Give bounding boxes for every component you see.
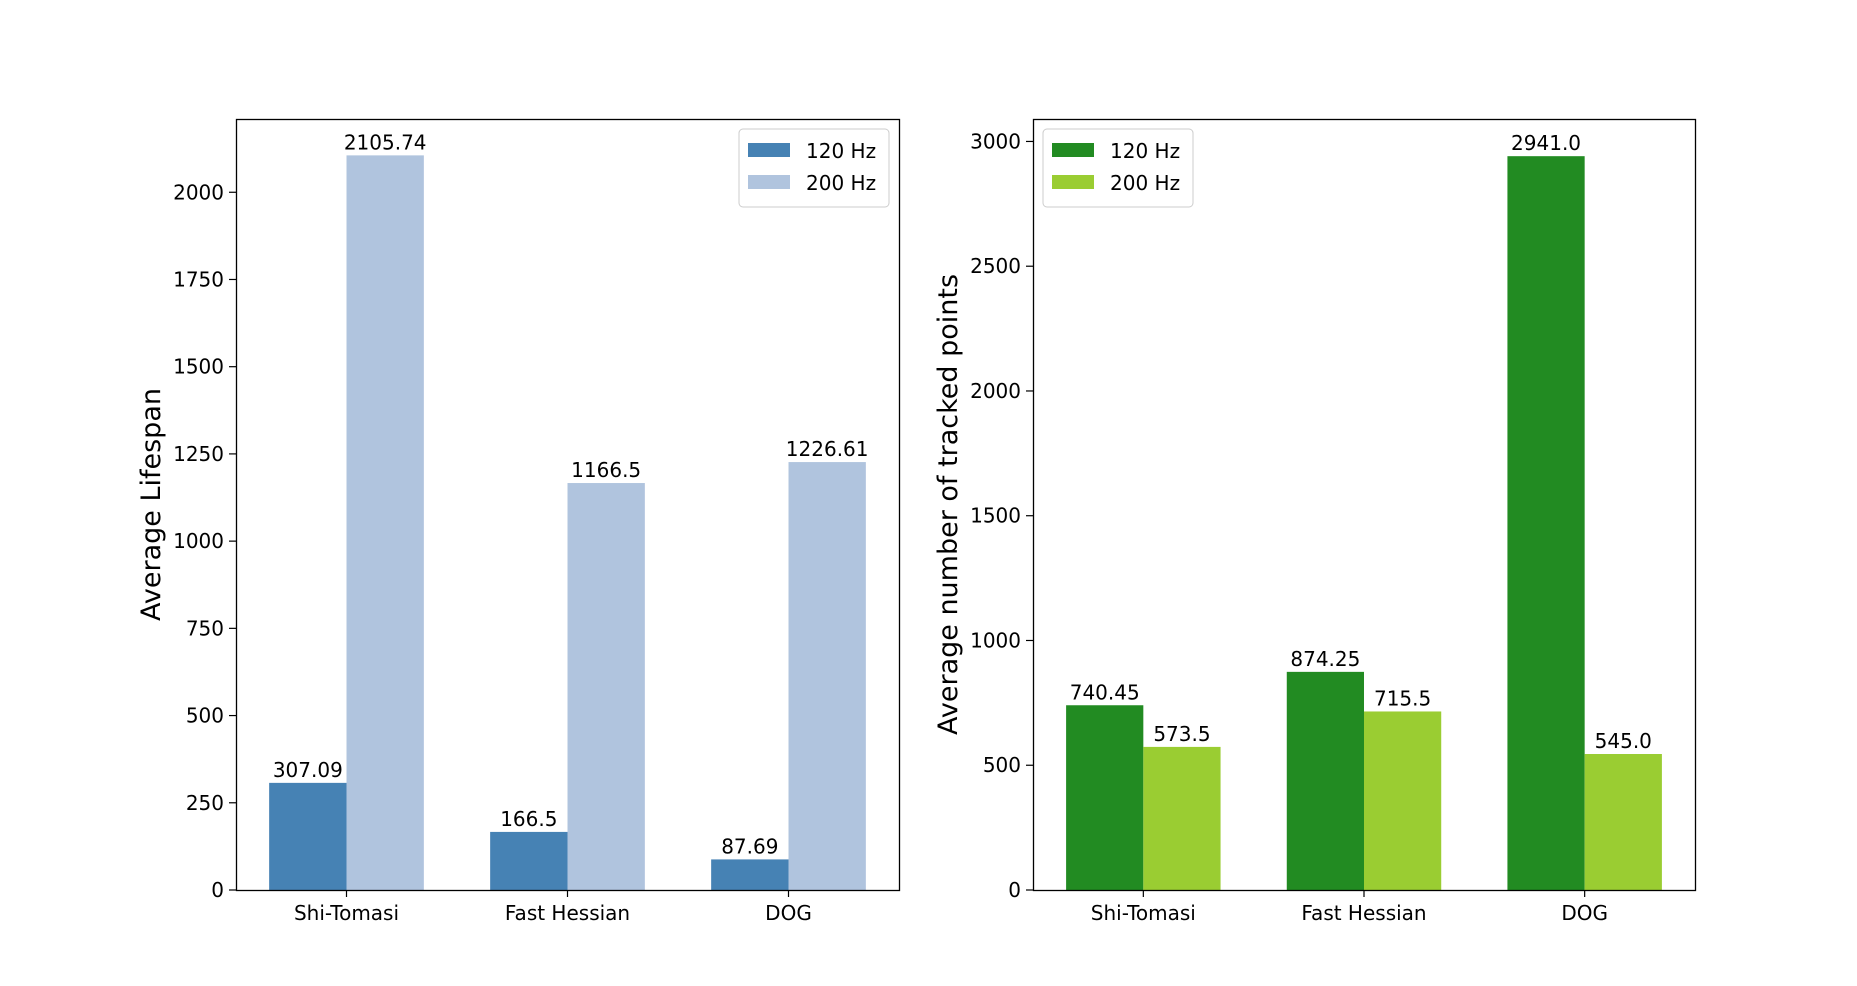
right-series-1: 740.45 874.25 2941.0 [1066,131,1585,890]
left-data-label: 87.69 [721,834,778,858]
left-legend: 120 Hz 200 Hz [738,128,890,208]
left-series-2: 2105.74 1166.5 1226.61 [344,130,869,890]
right-y-tick-label: 3000 [970,129,1021,153]
right-y-tick-label: 2500 [970,254,1021,278]
left-bar-120hz-dog [711,859,789,890]
left-data-label: 166.5 [500,807,557,831]
right-legend-swatch [1052,175,1094,189]
left-y-tick-label: 1750 [173,267,224,291]
right-legend: 120 Hz 200 Hz [1042,128,1194,208]
right-data-label: 715.5 [1374,686,1431,710]
left-data-label: 1166.5 [571,458,641,482]
left-y-tick-label: 250 [186,791,224,815]
right-bar-200hz-fast-hessian [1364,711,1442,890]
left-data-label: 1226.61 [786,437,869,461]
left-series-1: 307.09 166.5 87.69 [269,758,789,890]
right-legend-label: 200 Hz [1110,171,1180,195]
right-bar-200hz-dog [1584,754,1662,890]
left-x-tick-label: Shi-Tomasi [294,901,399,925]
left-y-tick-label: 2000 [173,180,224,204]
left-legend-label: 120 Hz [806,139,876,163]
right-x-tick-label: Shi-Tomasi [1091,901,1196,925]
right-data-label: 740.45 [1070,680,1140,704]
left-y-tick-label: 750 [186,616,224,640]
left-chart: 307.09 166.5 87.69 2105.74 1166.5 1226.61 0 250… [136,118,901,925]
right-data-label: 573.5 [1153,722,1210,746]
left-legend-swatch [748,143,790,157]
right-data-label: 874.25 [1290,647,1360,671]
right-legend-swatch [1052,143,1094,157]
left-bar-120hz-shi-tomasi [269,782,347,890]
left-legend-label: 200 Hz [806,171,876,195]
left-bar-120hz-fast-hessian [490,831,568,890]
right-y-tick-label: 0 [1008,878,1021,902]
right-legend-label: 120 Hz [1110,139,1180,163]
right-x-tick-label: DOG [1561,901,1608,925]
left-data-label: 307.09 [273,758,343,782]
left-bar-200hz-dog [788,462,866,890]
left-y-axis-title: Average Lifespan [136,388,167,621]
left-bar-200hz-shi-tomasi [346,155,424,890]
right-data-label: 545.0 [1595,729,1652,753]
right-x-tick-label: Fast Hessian [1301,901,1426,925]
right-y-tick-label: 500 [983,753,1021,777]
right-bar-120hz-fast-hessian [1286,671,1364,890]
right-y-tick-label: 1000 [970,628,1021,652]
left-y-tick-label: 500 [186,704,224,728]
left-y-tick-label: 1000 [173,529,224,553]
left-y-tick-label: 0 [211,878,224,902]
right-data-label: 2941.0 [1511,131,1581,155]
left-x-tick-label: DOG [765,901,812,925]
right-bar-120hz-shi-tomasi [1066,705,1144,890]
right-series-2: 573.5 715.5 545.0 [1143,686,1662,890]
right-bar-200hz-shi-tomasi [1143,746,1221,890]
left-y-tick-label: 1250 [173,442,224,466]
left-data-label: 2105.74 [344,130,427,154]
left-bar-200hz-fast-hessian [567,483,645,890]
right-bar-120hz-dog [1507,156,1585,890]
right-y-tick-label: 1500 [970,504,1021,528]
right-chart: 740.45 874.25 2941.0 573.5 715.5 545.0 0 500 100… [933,118,1697,925]
left-x-tick-label: Fast Hessian [505,901,630,925]
right-y-tick-label: 2000 [970,379,1021,403]
left-legend-swatch [748,175,790,189]
left-y-tick-label: 1500 [173,355,224,379]
right-y-axis-title: Average number of tracked points [933,274,964,735]
